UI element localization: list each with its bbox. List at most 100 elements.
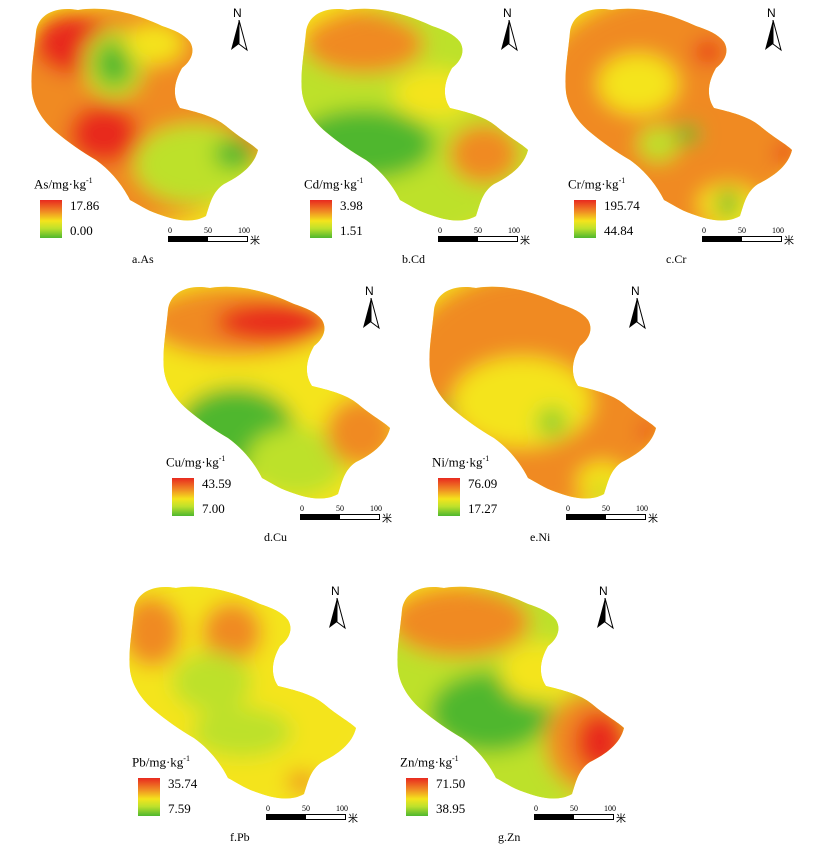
scale-bar: 0 50 100 米	[702, 226, 794, 247]
north-label: N	[233, 6, 242, 20]
contour-map	[31, 8, 259, 221]
contour-map	[397, 586, 625, 799]
north-arrow-icon: N	[498, 6, 520, 52]
scale-tick-label: 50	[474, 226, 482, 235]
scale-unit: 米	[382, 514, 392, 525]
scale-tick-label: 0	[438, 226, 442, 235]
scale-tick-label: 100	[336, 804, 348, 813]
scale-tick-label: 0	[566, 504, 570, 513]
legend-title: Pb/mg·kg-1	[132, 754, 190, 770]
north-arrow-icon: N	[326, 584, 348, 630]
scale-unit: 米	[784, 236, 794, 247]
scale-tick-label: 100	[238, 226, 250, 235]
value-zone	[202, 602, 262, 662]
legend-title: Cr/mg·kg-1	[568, 176, 626, 192]
map-panel-as: N As/mg·kg-1 17.86 0.00 0 50 100 米 a.As	[14, 4, 284, 274]
value-zone	[452, 357, 592, 447]
scale-tick-label: 0	[702, 226, 706, 235]
scale-unit: 米	[250, 236, 260, 247]
legend-title: Cu/mg·kg-1	[166, 454, 226, 470]
legend-title: Ni/mg·kg-1	[432, 454, 490, 470]
scale-tick-label: 0	[534, 804, 538, 813]
value-zone	[434, 402, 450, 422]
scale-bar: 0 50 100 米	[300, 504, 392, 525]
scale-bar-graphic	[702, 236, 782, 242]
contour-map	[129, 586, 357, 799]
map-panel-cr: N Cr/mg·kg-1 195.74 44.84 0 50 100 米 c.Cr	[548, 4, 818, 274]
value-zone	[565, 8, 793, 221]
value-zone	[172, 652, 252, 712]
value-zone	[598, 54, 678, 114]
north-label: N	[331, 584, 340, 598]
legend-min-value: 7.00	[202, 501, 225, 516]
map-panel-cu: N Cu/mg·kg-1 43.59 7.00 0 50 100 米 d.Cu	[146, 282, 416, 552]
value-zone	[96, 42, 132, 86]
value-zone	[326, 397, 391, 467]
north-label: N	[631, 284, 640, 298]
scale-bar: 0 50 100 米	[438, 226, 530, 247]
value-zone	[69, 104, 139, 164]
north-arrow-icon: N	[762, 6, 784, 52]
north-label: N	[599, 584, 608, 598]
scale-bar-graphic	[266, 814, 346, 820]
north-arrow-icon: N	[360, 284, 382, 330]
scale-tick-label: 0	[300, 504, 304, 513]
legend-max-value: 17.86	[70, 198, 100, 213]
legend-color-ramp	[574, 200, 596, 238]
value-zone	[694, 40, 722, 64]
value-zone	[394, 69, 474, 119]
scale-tick-label: 50	[302, 804, 310, 813]
scale-unit: 米	[348, 814, 358, 825]
scale-tick-label: 50	[336, 504, 344, 513]
panel-caption: a.As	[132, 252, 154, 266]
scale-bar-graphic	[438, 236, 518, 242]
scale-tick-label: 100	[604, 804, 616, 813]
value-zone	[192, 707, 292, 757]
value-zone	[638, 126, 678, 162]
value-zone	[776, 144, 793, 164]
legend-min-value: 1.51	[340, 223, 363, 238]
value-zone	[214, 139, 254, 169]
scale-tick-label: 0	[168, 226, 172, 235]
north-arrow-icon: N	[228, 6, 250, 52]
legend-color-ramp	[172, 478, 194, 516]
value-zone	[397, 587, 530, 657]
contour-map	[301, 8, 529, 221]
scale-tick-label: 100	[508, 226, 520, 235]
legend-max-value: 76.09	[468, 476, 498, 491]
legend-min-value: 0.00	[70, 223, 93, 238]
value-zone	[304, 14, 424, 74]
scale-tick-label: 50	[570, 804, 578, 813]
value-zone	[640, 424, 657, 440]
north-label: N	[503, 6, 512, 20]
value-zone	[718, 190, 738, 218]
legend-min-value: 44.84	[604, 223, 634, 238]
value-zone	[216, 302, 336, 342]
value-zone	[449, 124, 519, 184]
legend-max-value: 71.50	[436, 776, 466, 791]
scale-unit: 米	[648, 514, 658, 525]
panel-caption: f.Pb	[230, 830, 250, 844]
north-arrow-icon: N	[594, 584, 616, 630]
panel-caption: d.Cu	[264, 530, 288, 544]
legend-title: As/mg·kg-1	[34, 176, 93, 192]
north-label: N	[767, 6, 776, 20]
legend-color-ramp	[438, 478, 460, 516]
north-arrow-icon: N	[626, 284, 648, 330]
legend-color-ramp	[40, 200, 62, 238]
legend-color-ramp	[406, 778, 428, 816]
panel-caption: e.Ni	[530, 530, 551, 544]
legend-min-value: 7.59	[168, 801, 191, 816]
scale-tick-label: 0	[266, 804, 270, 813]
value-zone	[287, 772, 317, 792]
scale-tick-label: 100	[772, 226, 784, 235]
scale-bar: 0 50 100 米	[168, 226, 260, 247]
contour-map	[429, 286, 657, 499]
map-panel-cd: N Cd/mg·kg-1 3.98 1.51 0 50 100 米 b.Cd	[284, 4, 554, 274]
panel-caption: c.Cr	[666, 252, 687, 266]
legend-title: Zn/mg·kg-1	[400, 754, 459, 770]
scale-tick-label: 50	[738, 226, 746, 235]
scale-tick-label: 100	[370, 504, 382, 513]
legend-max-value: 43.59	[202, 476, 232, 491]
scale-tick-label: 50	[602, 504, 610, 513]
